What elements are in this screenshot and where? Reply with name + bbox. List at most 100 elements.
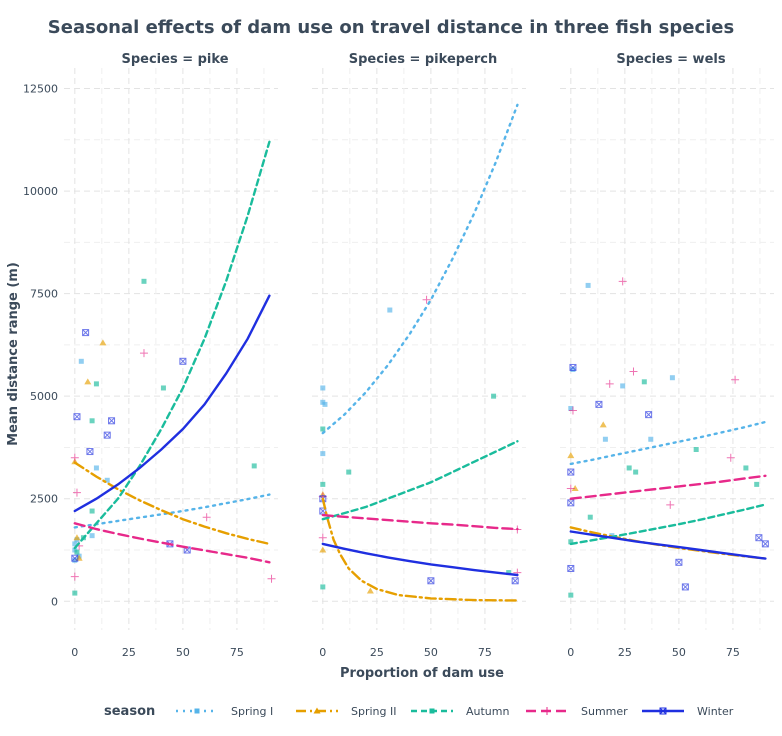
data-point xyxy=(567,452,575,459)
trend-line xyxy=(73,461,271,546)
data-point xyxy=(104,477,110,483)
x-tick-label: 75 xyxy=(478,646,492,659)
data-point xyxy=(422,295,431,304)
data-point xyxy=(70,453,79,462)
data-point xyxy=(72,488,81,497)
data-point xyxy=(103,431,111,439)
data-point xyxy=(641,379,647,385)
legend-label: Summer xyxy=(581,705,628,718)
data-point xyxy=(681,583,689,591)
trend-line xyxy=(321,103,519,435)
data-point xyxy=(569,363,577,371)
data-point xyxy=(139,349,148,358)
data-point xyxy=(74,549,80,555)
data-point xyxy=(84,378,92,385)
y-tick-label: 10000 xyxy=(23,185,58,198)
data-point xyxy=(366,587,374,594)
y-tick-label: 2500 xyxy=(30,493,58,506)
data-point xyxy=(73,413,81,421)
data-point xyxy=(571,484,579,491)
data-point xyxy=(70,572,79,581)
x-tick-label: 50 xyxy=(176,646,190,659)
data-point xyxy=(89,418,95,424)
x-tick-label: 25 xyxy=(618,646,632,659)
data-point xyxy=(648,436,654,442)
data-point xyxy=(93,465,99,471)
data-point xyxy=(73,534,81,541)
data-point xyxy=(89,533,95,539)
trend-line xyxy=(569,530,767,560)
data-point xyxy=(587,514,593,520)
chart-title: Seasonal effects of dam use on travel di… xyxy=(48,17,734,38)
trend-line xyxy=(73,493,271,529)
data-point xyxy=(99,339,107,346)
data-point xyxy=(320,426,326,432)
y-tick-label: 12500 xyxy=(23,83,58,96)
data-point xyxy=(160,385,166,391)
legend-item: Summer xyxy=(526,705,628,718)
trend-line xyxy=(73,522,271,564)
x-tick-label: 50 xyxy=(672,646,686,659)
legend-marker xyxy=(194,708,200,714)
legend-label: Spring I xyxy=(231,705,273,718)
x-tick-label: 0 xyxy=(71,646,78,659)
data-point xyxy=(570,367,576,373)
x-tick-label: 0 xyxy=(567,646,574,659)
data-point xyxy=(731,375,740,384)
data-point xyxy=(566,484,575,493)
facet-label: Species = wels xyxy=(616,52,725,67)
legend-marker xyxy=(659,707,667,715)
data-point xyxy=(605,379,614,388)
x-tick-label: 50 xyxy=(424,646,438,659)
data-point xyxy=(320,584,326,590)
y-tick-label: 0 xyxy=(51,595,58,608)
legend-item: Spring II xyxy=(296,705,396,718)
data-point xyxy=(754,481,760,487)
trend-line xyxy=(321,513,519,531)
legend-marker xyxy=(313,707,321,714)
data-point xyxy=(511,577,519,585)
x-tick-label: 75 xyxy=(726,646,740,659)
facet-panel xyxy=(318,103,522,602)
data-point xyxy=(319,546,327,553)
data-point xyxy=(72,541,78,547)
x-tick-label: 75 xyxy=(230,646,244,659)
data-point xyxy=(595,400,603,408)
data-point xyxy=(320,385,326,391)
data-point xyxy=(108,417,116,425)
facet-panel xyxy=(70,140,276,596)
data-point xyxy=(506,570,512,576)
data-point xyxy=(755,534,763,542)
data-point xyxy=(645,411,653,419)
facet-label: Species = pike xyxy=(121,52,228,67)
trend-line xyxy=(73,140,271,550)
data-point xyxy=(618,277,627,286)
data-point xyxy=(387,307,393,313)
data-point xyxy=(567,468,575,476)
data-point xyxy=(251,463,257,469)
data-point xyxy=(726,453,735,462)
y-axis-title: Mean distance range (m) xyxy=(6,262,21,446)
x-axis-title: Proportion of dam use xyxy=(340,666,504,681)
legend-marker xyxy=(429,708,435,714)
legend-items: Spring I Spring II Autumn Summer Winter xyxy=(176,705,734,718)
data-point xyxy=(82,329,90,337)
grid-layer xyxy=(64,68,774,630)
trend-line xyxy=(569,474,767,500)
panels-layer: Species = pike Species = pikeperch Species… xyxy=(70,52,769,602)
data-point xyxy=(71,554,79,562)
data-point xyxy=(567,499,575,507)
facet-panel xyxy=(566,277,769,598)
data-point xyxy=(72,590,78,596)
x-tick-label: 25 xyxy=(122,646,136,659)
data-point xyxy=(620,383,626,389)
trend-line xyxy=(569,503,767,546)
trend-line xyxy=(73,294,271,513)
facet-label: Species = pikeperch xyxy=(349,52,498,67)
data-point xyxy=(72,557,78,563)
trend-line xyxy=(321,497,519,602)
data-point xyxy=(141,278,147,284)
data-point xyxy=(318,533,327,542)
data-point xyxy=(491,393,497,399)
